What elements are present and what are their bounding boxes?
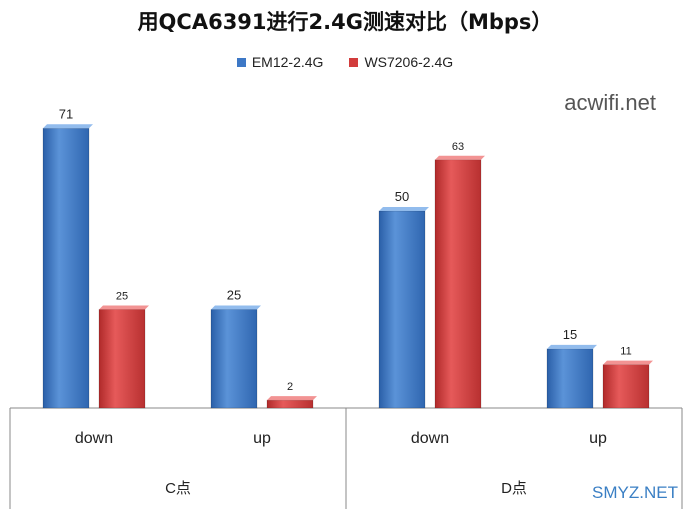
group-label-1: D点 (501, 480, 527, 497)
legend-item-em12: EM12-2.4G (236, 54, 324, 70)
bar-top-em12-2 (379, 207, 429, 211)
legend: EM12-2.4G WS7206-2.4G (0, 54, 690, 70)
bar-em12-1 (210, 309, 258, 409)
group-label-0: C点 (165, 480, 191, 497)
data-label-ws7206-2: 63 (452, 141, 464, 153)
data-label-em12-0: 71 (59, 106, 73, 121)
bar-top-em12-0 (43, 124, 93, 129)
data-label-em12-1: 25 (227, 288, 241, 303)
data-label-ws7206-0: 25 (116, 291, 128, 303)
chart-title: 用QCA6391进行2.4G测速对比（Mbps） (137, 10, 553, 34)
tick-label-1: up (253, 430, 271, 447)
bar-em12-0 (42, 127, 90, 409)
legend-item-ws7206: WS7206-2.4G (349, 54, 453, 70)
data-label-ws7206-1: 2 (287, 381, 293, 393)
bar-ws7206-0 (98, 309, 146, 409)
data-label-em12-2: 50 (395, 189, 409, 204)
bar-top-ws7206-3 (603, 360, 653, 365)
watermark-smyz: SMYZ.NET (592, 483, 678, 502)
legend-label-em12: EM12-2.4G (251, 54, 324, 70)
legend-label-ws7206: WS7206-2.4G (364, 54, 454, 70)
tick-label-0: down (75, 430, 113, 447)
bar-top-em12-1 (211, 305, 261, 310)
watermark-acwifi: acwifi.net (564, 90, 656, 115)
bar-top-ws7206-1 (267, 396, 317, 401)
bar-ws7206-3 (602, 364, 650, 409)
bar-em12-2 (378, 210, 426, 409)
bar-ws7206-2 (434, 159, 482, 409)
bar-em12-3 (546, 348, 594, 409)
tick-label-3: up (589, 430, 607, 447)
bar-top-ws7206-0 (99, 305, 149, 310)
bar-ws7206-1 (266, 399, 314, 409)
legend-swatch-em12 (236, 57, 246, 67)
data-label-em12-3: 15 (563, 327, 577, 342)
tick-label-2: down (411, 430, 449, 447)
data-label-ws7206-3: 11 (620, 346, 631, 358)
bar-top-em12-3 (547, 344, 597, 349)
legend-swatch-ws7206 (349, 57, 359, 67)
bar-top-ws7206-2 (435, 155, 485, 160)
